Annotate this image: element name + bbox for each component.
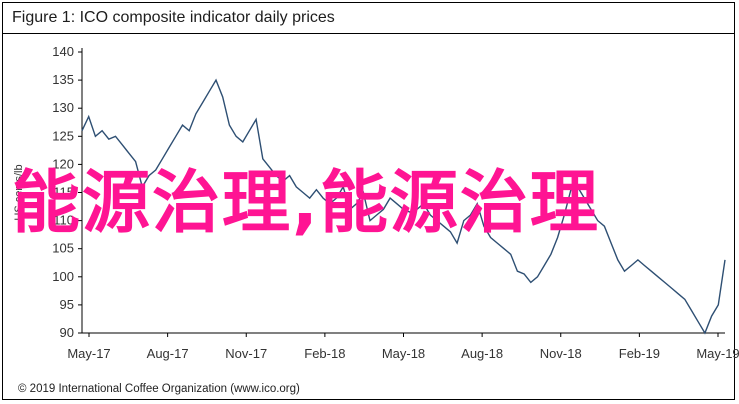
x-tick-label: May-19 [696,346,739,361]
y-tick-label: 95 [60,297,74,312]
x-tick-label: May-18 [382,346,425,361]
y-tick-label: 100 [52,269,74,284]
price-series-line [81,78,726,335]
x-tick-label: Nov-17 [225,346,267,361]
x-tick-label: Feb-18 [304,346,345,361]
figure-frame: Figure 1: ICO composite indicator daily … [2,2,735,400]
y-tick-label: 90 [60,325,74,340]
y-tick-label: 105 [52,241,74,256]
y-tick-label: 120 [52,156,74,171]
y-tick-label: 125 [52,128,74,143]
x-tick-label: Aug-17 [147,346,189,361]
y-axis-label: US cents/lb [13,164,25,220]
x-tick-label: Feb-19 [619,346,660,361]
chart-title: Figure 1: ICO composite indicator daily … [12,9,335,26]
title-bar: Figure 1: ICO composite indicator daily … [3,3,734,34]
y-tick-label: 130 [52,100,74,115]
copyright-footer: © 2019 International Coffee Organization… [18,383,300,395]
watermark-overlay: 能源治理,能源治理 [12,164,600,243]
y-tick-label: 140 [52,44,74,59]
y-tick-label: 135 [52,72,74,87]
y-tick-label: 115 [53,185,74,200]
y-tick-label: 110 [53,213,74,228]
x-tick-label: Aug-18 [461,346,503,361]
x-tick-label: Nov-18 [540,346,582,361]
x-tick-label: May-17 [67,346,110,361]
